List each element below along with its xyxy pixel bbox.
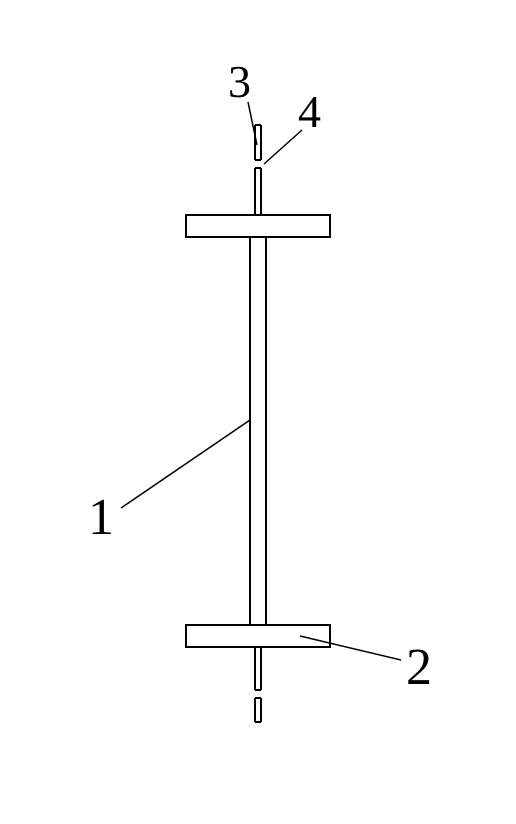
schematic-diagram bbox=[0, 0, 516, 824]
label-4: 4 bbox=[298, 85, 321, 138]
leader-line-4 bbox=[264, 130, 302, 164]
leader-line-3 bbox=[248, 102, 257, 145]
label-2: 2 bbox=[406, 638, 432, 697]
leader-line-1 bbox=[121, 420, 250, 508]
label-3: 3 bbox=[228, 55, 251, 108]
bottom-flange bbox=[186, 625, 330, 647]
top-flange bbox=[186, 215, 330, 237]
label-1: 1 bbox=[88, 488, 114, 547]
